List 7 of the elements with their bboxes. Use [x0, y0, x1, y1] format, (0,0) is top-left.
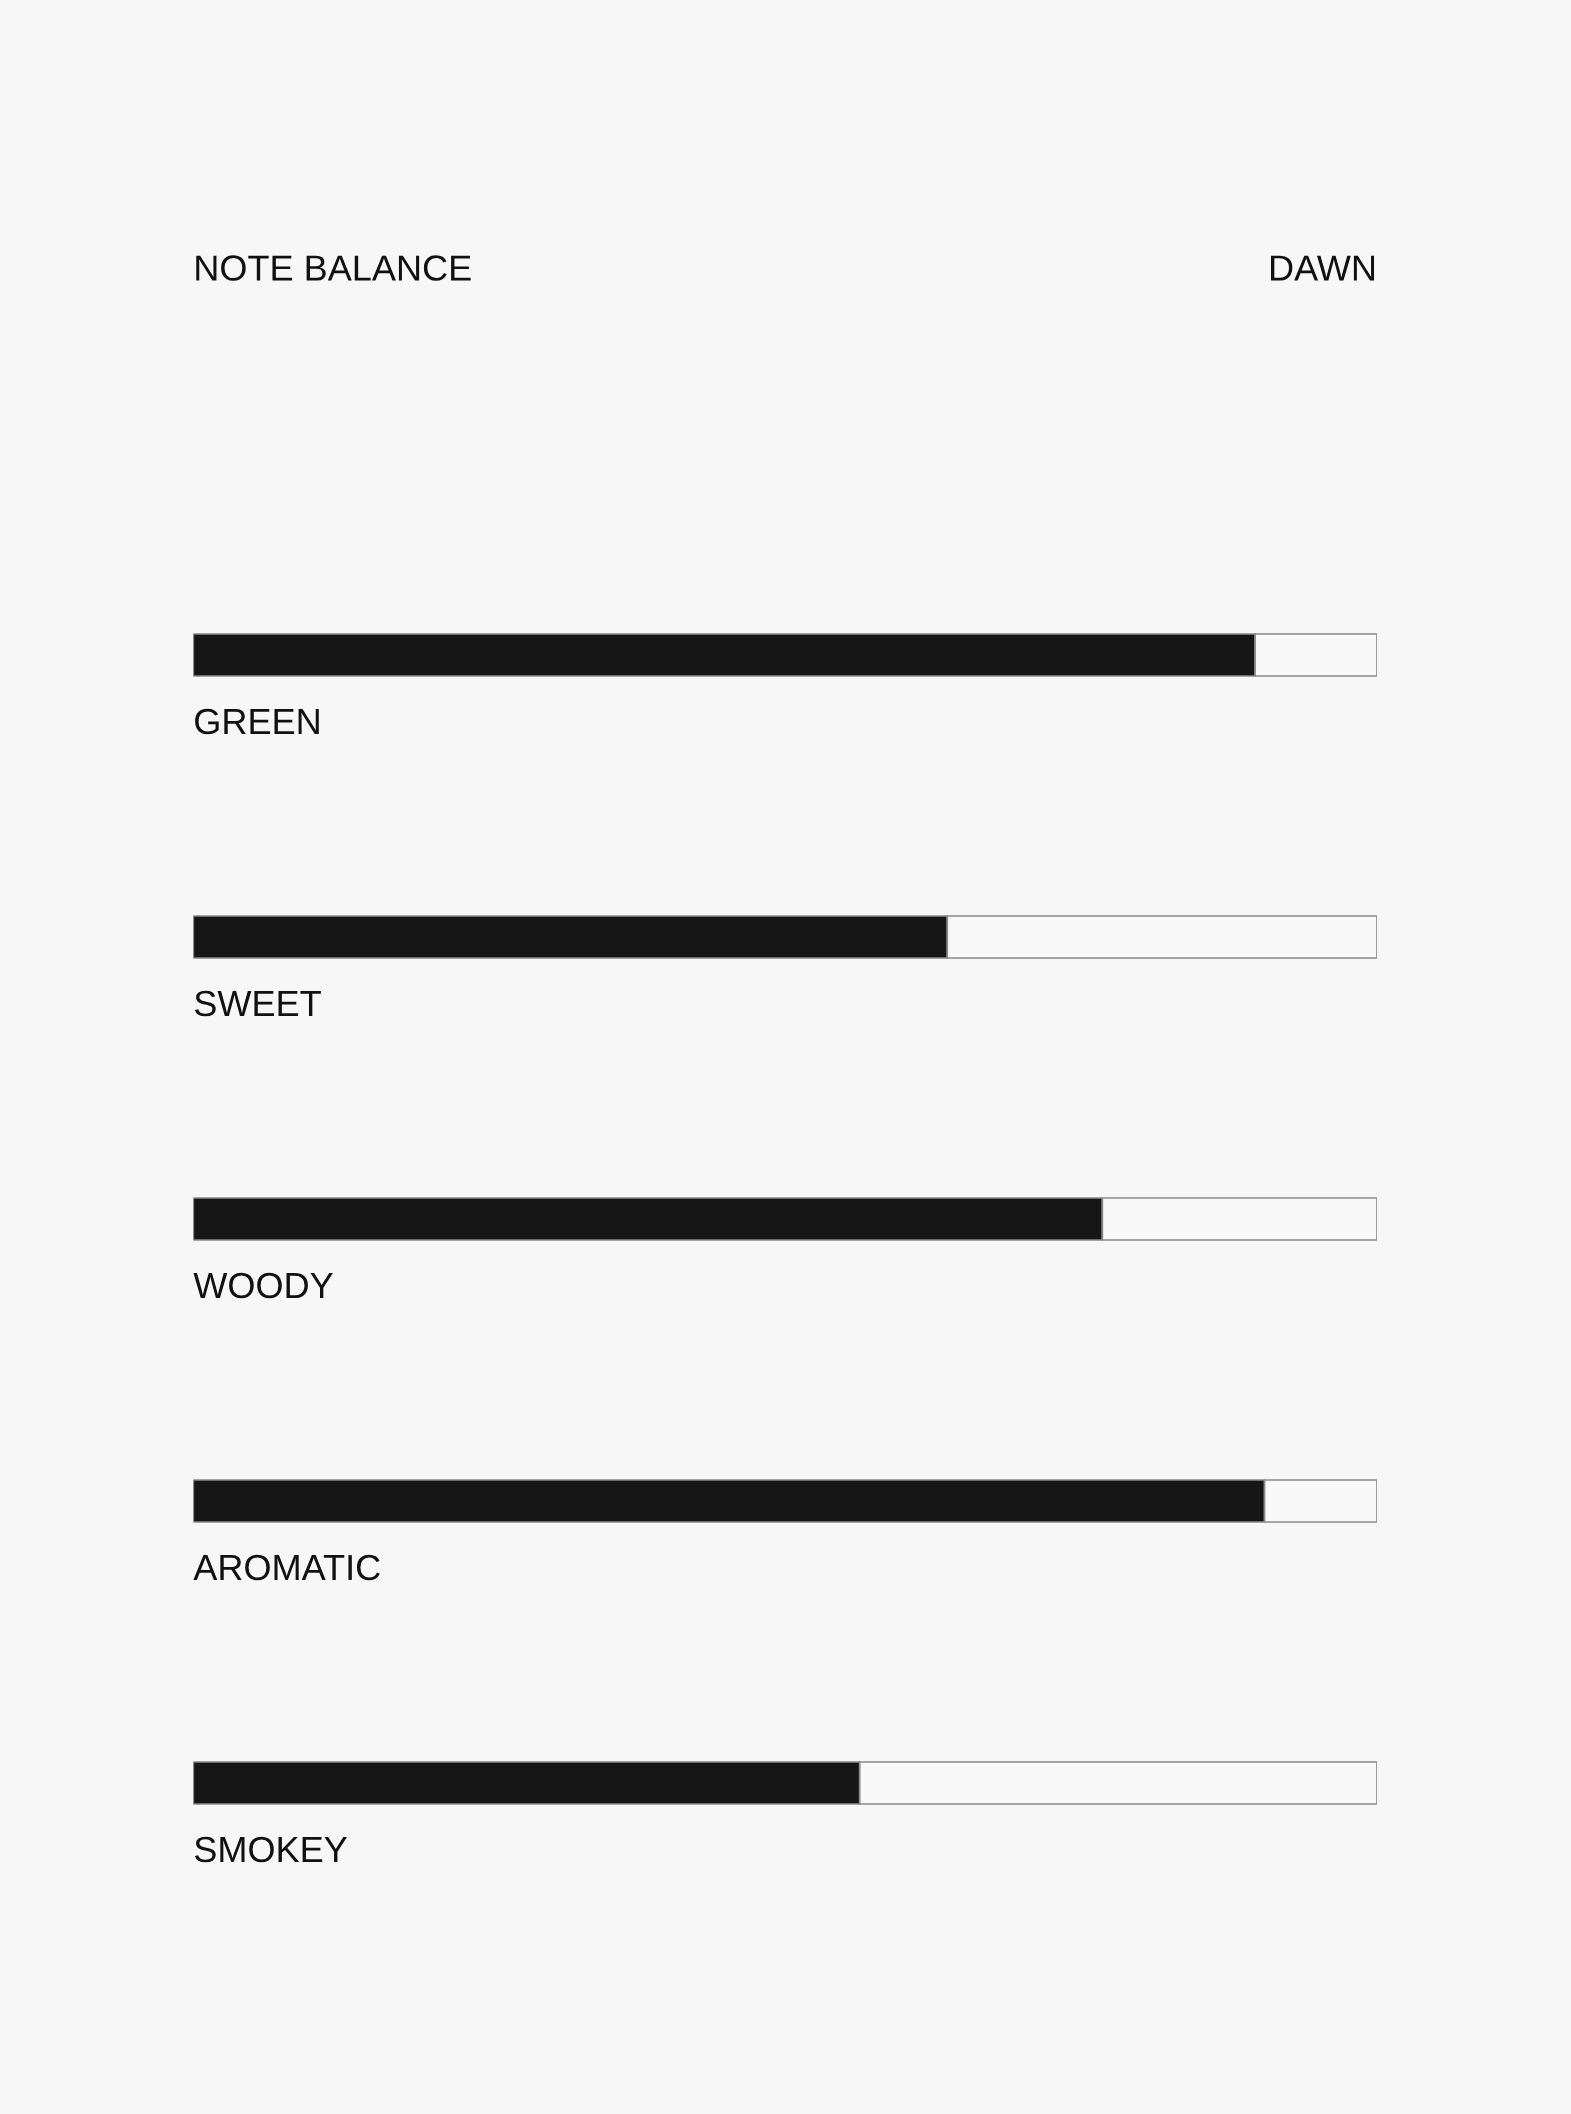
chart-subtitle: DAWN [1270, 255, 1375, 281]
y-tick-label: SMOKEY [194, 1836, 348, 1863]
y-tick-label: AROMATIC [193, 1554, 380, 1581]
y-tick-label: WOODY [193, 1272, 333, 1299]
y-tick-label: GREEN [195, 708, 319, 735]
y-tick-label: SWEET [194, 990, 321, 1017]
chart-title: NOTE BALANCE [196, 255, 471, 281]
